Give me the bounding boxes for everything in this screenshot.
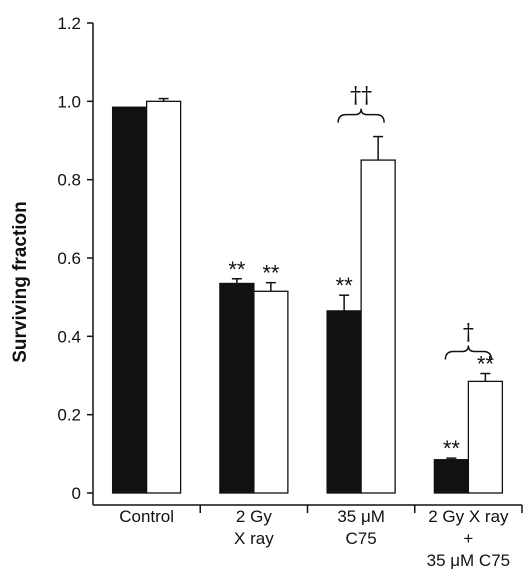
bar — [147, 101, 181, 493]
bar — [254, 291, 288, 493]
category-label: X ray — [234, 529, 274, 548]
y-tick-label: 0.6 — [57, 249, 81, 268]
category-label: C75 — [346, 529, 377, 548]
category-label: 35 μM — [337, 507, 385, 526]
bar — [113, 107, 147, 493]
y-tick-label: 0 — [72, 484, 81, 503]
bar — [220, 283, 254, 493]
significance-marker: ** — [262, 261, 280, 286]
significance-marker: ** — [443, 436, 461, 461]
y-tick-label: 0.8 — [57, 171, 81, 190]
bar — [361, 160, 395, 493]
comparison-bracket — [338, 109, 384, 123]
y-axis-label: Surviving fraction — [10, 201, 31, 363]
category-label: 2 Gy X ray — [428, 507, 509, 526]
y-tick-label: 1.0 — [57, 92, 81, 111]
significance-marker: ** — [336, 273, 354, 298]
significance-marker: ** — [477, 352, 495, 377]
bar — [434, 460, 468, 493]
bar — [327, 311, 361, 493]
category-label: 2 Gy — [236, 507, 272, 526]
dagger-marker: † — [463, 321, 474, 346]
category-label: Control — [119, 507, 174, 526]
y-tick-label: 0.4 — [57, 327, 81, 346]
y-tick-label: 1.2 — [57, 14, 81, 33]
y-tick-label: 0.2 — [57, 406, 81, 425]
bar — [468, 381, 502, 493]
dagger-marker: †† — [350, 84, 372, 109]
category-label: + — [463, 529, 473, 548]
significance-marker: ** — [228, 257, 246, 282]
category-label: 35 μM C75 — [427, 551, 511, 570]
bars-layer — [113, 99, 503, 493]
